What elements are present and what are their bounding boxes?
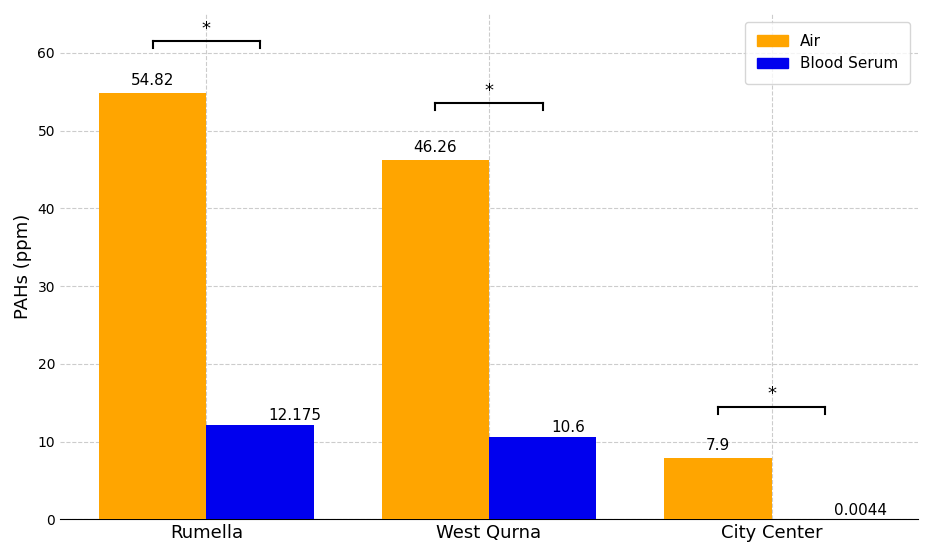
Text: 10.6: 10.6: [551, 420, 585, 435]
Text: 12.175: 12.175: [268, 408, 322, 423]
Text: 46.26: 46.26: [414, 140, 457, 155]
Bar: [99, 93, 206, 519]
Text: *: *: [767, 385, 776, 404]
Bar: [665, 458, 772, 519]
Text: 54.82: 54.82: [131, 73, 174, 88]
Legend: Air, Blood Serum: Air, Blood Serum: [745, 22, 911, 83]
Bar: [489, 437, 596, 519]
Bar: [381, 160, 489, 519]
Y-axis label: PAHs (ppm): PAHs (ppm): [14, 214, 32, 319]
Text: 0.0044: 0.0044: [834, 503, 887, 518]
Text: *: *: [202, 20, 211, 38]
Text: *: *: [485, 82, 494, 100]
Bar: [206, 425, 314, 519]
Text: 7.9: 7.9: [706, 438, 730, 453]
